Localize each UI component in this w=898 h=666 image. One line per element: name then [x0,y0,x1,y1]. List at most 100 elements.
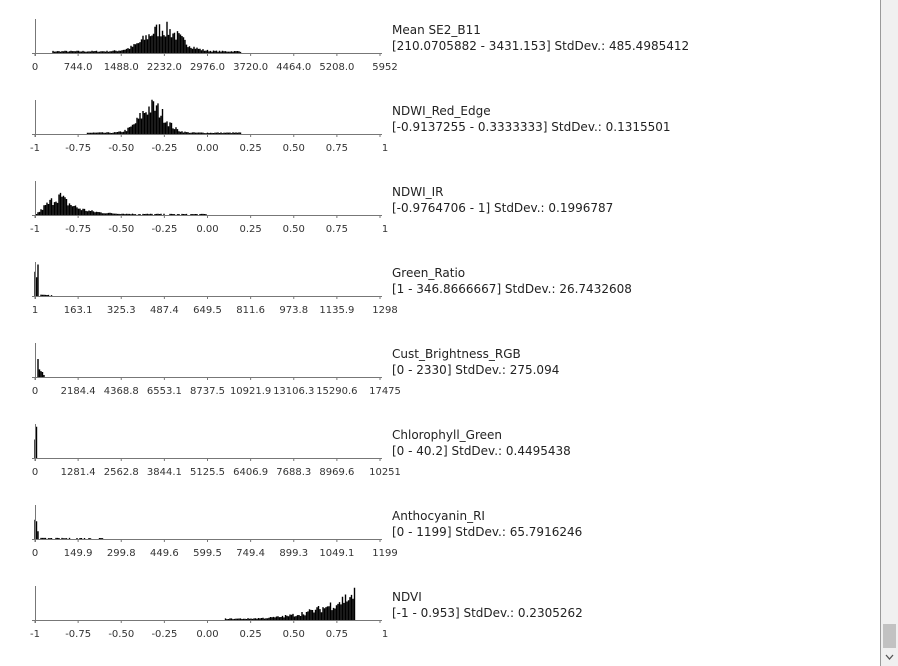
tick-label: 0.50 [283,629,305,640]
tick-label: -0.50 [108,224,134,235]
tick-label: -0.25 [151,629,177,640]
tick-label: 13106.3 [273,386,314,397]
tick-label: 2184.4 [61,386,96,397]
band-name: Chlorophyll_Green [392,428,502,442]
tick-label: 5208.0 [319,62,354,73]
tick-label: -0.75 [65,629,91,640]
tick-label: 487.4 [150,305,179,316]
scrollbar-thumb[interactable] [883,624,896,648]
band-range: [-0.9764706 - 1] StdDev.: 0.1996787 [392,201,613,215]
tick-label: 1 [382,224,388,235]
tick-label: 1 [382,629,388,640]
band-name: Green_Ratio [392,266,465,280]
tick-label: 744.0 [64,62,93,73]
tick-label: -0.50 [108,629,134,640]
tick-label: 1298 [372,305,397,316]
tick-label: 899.3 [279,548,308,559]
tick-label: 0 [32,467,38,478]
tick-label: 6406.9 [233,467,268,478]
histogram-panel: 0 149.9 299.8 449.6 599.5 749.4 899.3 1049.1 119… [32,505,582,559]
tick-label: 0.25 [239,224,261,235]
scroll-down-arrow[interactable] [885,654,894,660]
tick-label: 0.00 [196,143,218,154]
tick-label: 5125.5 [190,467,225,478]
band-range: [-0.9137255 - 0.3333333] StdDev.: 0.1315… [392,120,671,134]
band-name: Mean SE2_B11 [392,23,481,37]
tick-label: 0.75 [326,143,348,154]
tick-label: 1135.9 [319,305,354,316]
band-range: [-1 - 0.953] StdDev.: 0.2305262 [392,606,583,620]
histogram-bars [224,587,356,620]
tick-label: 1281.4 [61,467,96,478]
tick-label: 299.8 [107,548,136,559]
tick-label: -0.25 [151,224,177,235]
tick-label: 449.6 [150,548,179,559]
histogram-panel: 0 2184.4 4368.8 6553.1 8737.5 10921.9 13106.3 1… [32,343,559,397]
tick-label: 1 [32,305,38,316]
histogram-bars [86,99,242,134]
scrollbar-track[interactable] [881,0,898,666]
tick-label: 0.75 [326,224,348,235]
tick-label: 0.75 [326,629,348,640]
tick-label: 811.6 [236,305,265,316]
histogram-panel: -1 -0.75 -0.50 -0.25 0.00 0.25 0.50 0.75 1 NDWI_I… [30,181,613,235]
tick-label: 10251 [369,467,401,478]
histogram-bars [52,21,242,53]
histogram-bars [37,359,45,377]
tick-label: -1 [30,224,40,235]
tick-label: 0 [32,62,38,73]
tick-label: 0.00 [196,224,218,235]
tick-label: 2232.0 [147,62,182,73]
tick-label: 749.4 [236,548,265,559]
tick-label: 4464.0 [276,62,311,73]
tick-label: 0.00 [196,629,218,640]
tick-label: 163.1 [64,305,93,316]
tick-label: 325.3 [107,305,136,316]
tick-label: -0.75 [65,143,91,154]
tick-label: 1488.0 [104,62,139,73]
histogram-panel: 0 1281.4 2562.8 3844.1 5125.5 6406.9 7688.3 896… [32,424,571,478]
tick-label: 7688.3 [276,467,311,478]
band-name: NDWI_IR [392,185,444,199]
band-name: Cust_Brightness_RGB [392,347,521,361]
tick-label: 0.25 [239,143,261,154]
tick-label: 3720.0 [233,62,268,73]
tick-label: 10921.9 [230,386,271,397]
band-range: [210.0705882 - 3431.153] StdDev.: 485.49… [392,39,689,53]
tick-label: -1 [30,143,40,154]
tick-label: 0.50 [283,224,305,235]
histogram-panel: -1 -0.75 -0.50 -0.25 0.00 0.25 0.50 0.75 1 NDVI [-… [30,586,583,640]
tick-label: -0.50 [108,143,134,154]
tick-label: 2562.8 [104,467,139,478]
tick-label: 8737.5 [190,386,225,397]
tick-label: 1049.1 [319,548,354,559]
tick-label: 6553.1 [147,386,182,397]
tick-label: 8969.6 [319,467,354,478]
tick-label: 1199 [372,548,397,559]
histogram-bars [35,192,207,215]
tick-label: 17475 [369,386,401,397]
band-name: NDVI [392,590,422,604]
tick-label: 0 [32,548,38,559]
tick-label: -0.25 [151,143,177,154]
band-range: [0 - 40.2] StdDev.: 0.4495438 [392,444,571,458]
tick-label: 149.9 [64,548,93,559]
band-range: [0 - 2330] StdDev.: 275.094 [392,363,559,377]
histogram-panel: 1 163.1 325.3 487.4 649.5 811.6 973.8 1135.9 129… [32,262,632,316]
tick-label: 599.5 [193,548,222,559]
band-name: NDWI_Red_Edge [392,104,491,118]
histogram-panel: -1 -0.75 -0.50 -0.25 0.00 0.25 0.50 0.75 1 NDWI_R… [30,99,671,154]
band-range: [0 - 1199] StdDev.: 65.7916246 [392,525,582,539]
tick-label: 1 [382,143,388,154]
tick-label: 5952 [372,62,397,73]
tick-label: 649.5 [193,305,222,316]
tick-label: 2976.0 [190,62,225,73]
tick-label: -1 [30,629,40,640]
tick-label: 0.25 [239,629,261,640]
histogram-panel: 0 744.0 1488.0 2232.0 2976.0 3720.0 4464.0 5208… [32,19,689,73]
tick-label: 973.8 [279,305,308,316]
tick-label: 0.50 [283,143,305,154]
tick-label: 0 [32,386,38,397]
